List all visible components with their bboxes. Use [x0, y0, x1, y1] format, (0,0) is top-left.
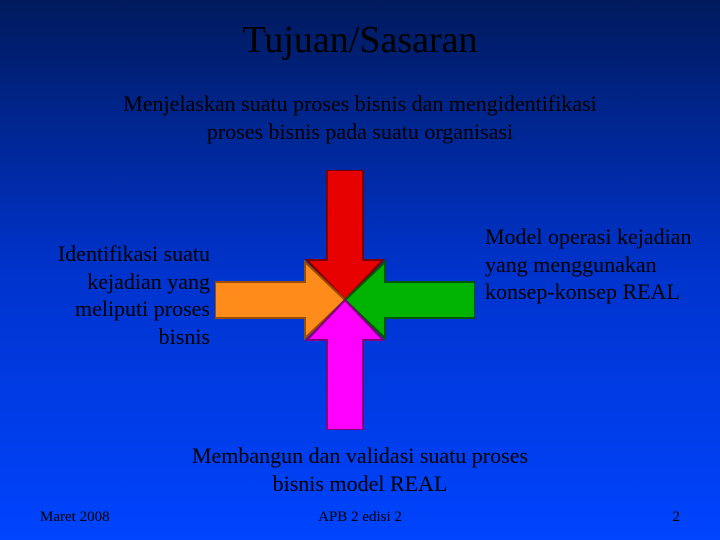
bottom-caption: Membangun dan validasi suatu proses bisn…	[0, 442, 720, 497]
bottom-line2: bisnis model REAL	[273, 471, 448, 496]
arrows-diagram	[215, 170, 475, 430]
page-number: 2	[673, 509, 681, 526]
subtitle-line1: Menjelaskan suatu proses bisnis dan meng…	[123, 91, 597, 116]
page-title: Tujuan/Sasaran	[0, 18, 720, 62]
subtitle: Menjelaskan suatu proses bisnis dan meng…	[0, 90, 720, 145]
footer-title: APB 2 edisi 2	[0, 509, 720, 526]
left-caption: Identifikasi suatu kejadian yang meliput…	[30, 240, 210, 350]
right-caption: Model operasi kejadian yang menggunakan …	[485, 223, 695, 306]
subtitle-line2: proses bisnis pada suatu organisasi	[207, 119, 513, 144]
bottom-line1: Membangun dan validasi suatu proses	[192, 443, 528, 468]
